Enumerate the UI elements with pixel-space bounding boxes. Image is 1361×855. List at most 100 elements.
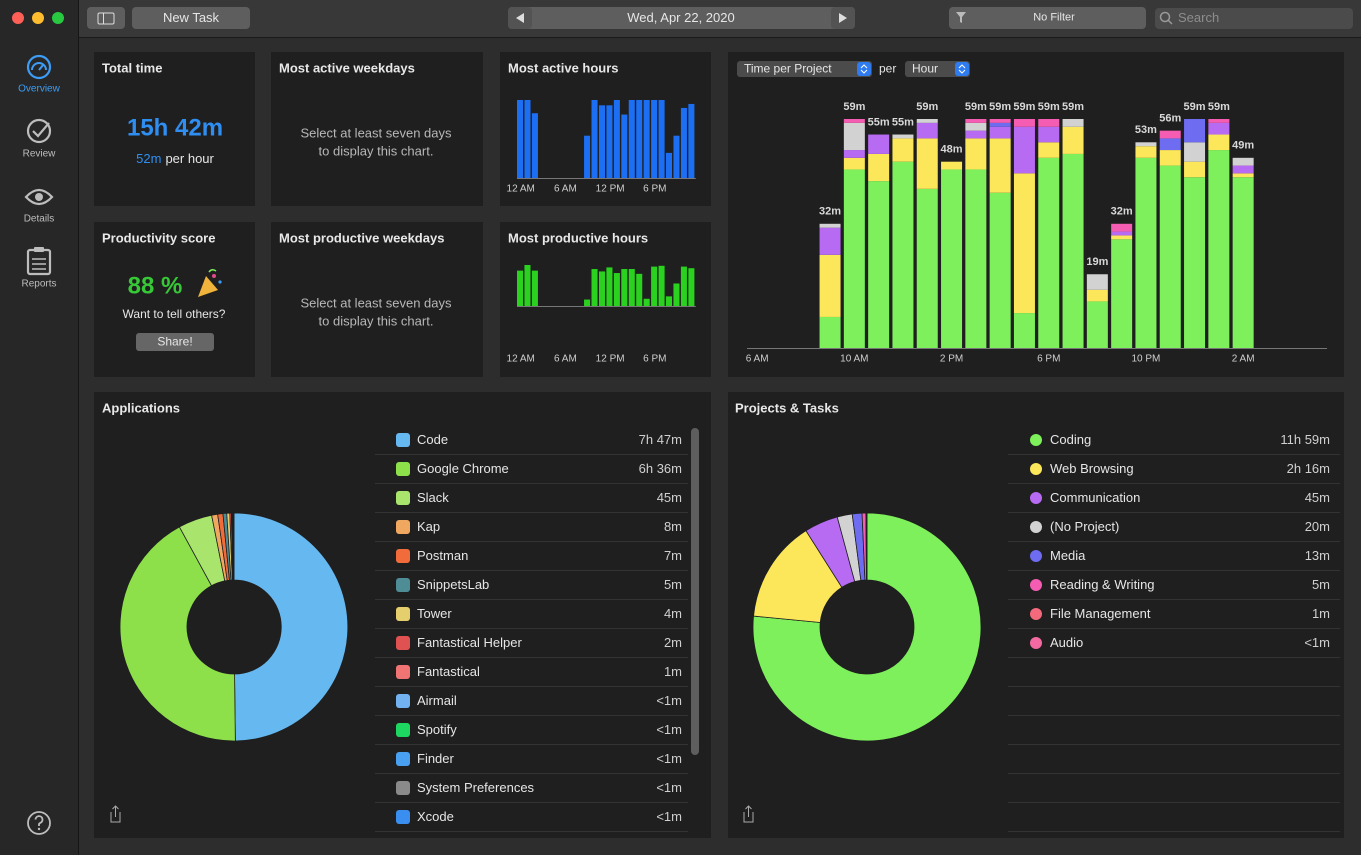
bar-segment <box>1208 150 1230 348</box>
nav-reports[interactable]: Reports <box>21 247 57 290</box>
row-value: 5m <box>664 577 682 592</box>
icon <box>212 274 216 278</box>
sidebar-toggle[interactable] <box>87 7 125 29</box>
bar <box>666 296 673 306</box>
share-prompt: Want to tell others? <box>123 307 226 321</box>
new-task-button[interactable]: New Task <box>132 7 250 29</box>
bar-segment <box>843 157 865 170</box>
help-button[interactable] <box>27 811 51 835</box>
bar <box>643 298 650 306</box>
bar <box>591 100 598 178</box>
icon <box>24 188 54 206</box>
x-tick-label: 6 PM <box>1037 354 1060 365</box>
bar-segment <box>941 161 963 170</box>
bar-segment <box>892 161 914 348</box>
app-icon <box>396 607 410 621</box>
bar <box>591 269 598 306</box>
icon <box>37 827 41 831</box>
filter-button[interactable]: No Filter <box>949 7 1146 29</box>
icon <box>27 811 51 835</box>
app-icon <box>396 549 410 563</box>
icon <box>958 64 966 74</box>
bar <box>613 273 620 306</box>
bar-segment <box>843 119 865 123</box>
bar <box>688 103 695 178</box>
legend-dot <box>1030 579 1042 591</box>
value-label: 55m <box>868 116 890 128</box>
bar <box>666 152 673 178</box>
bar-segment <box>1135 142 1157 147</box>
row-value: 5m <box>1312 577 1330 592</box>
value-label: 55m <box>892 116 914 128</box>
app-icon <box>396 665 410 679</box>
donut-slice <box>752 512 982 742</box>
value-label: 19m <box>1086 256 1108 268</box>
nav-overview[interactable]: Overview <box>18 54 61 95</box>
bar-segment <box>1159 130 1181 139</box>
scrollbar[interactable] <box>691 428 699 755</box>
date-label[interactable]: Wed, Apr 22, 2020 <box>627 10 734 25</box>
row-name: Media <box>1050 548 1086 563</box>
popup-bg <box>737 61 872 77</box>
bar-segment <box>965 169 987 348</box>
bar-segment <box>1159 150 1181 166</box>
value-label: 56m <box>1159 113 1181 125</box>
bar-segment <box>1232 173 1254 178</box>
legend-dot <box>1030 550 1042 562</box>
bar <box>658 265 665 306</box>
bar-segment <box>819 316 841 348</box>
unit-selector[interactable]: Hour <box>905 61 970 77</box>
row-name: Fantastical Helper <box>417 635 522 650</box>
close-button[interactable] <box>12 12 24 24</box>
panel-title: Projects & Tasks <box>735 400 839 415</box>
bar <box>643 100 650 178</box>
arrow-right <box>839 13 847 23</box>
button-bg <box>136 333 214 351</box>
bar-segment <box>819 223 841 228</box>
minimize-button[interactable] <box>32 12 44 24</box>
row-name: SnippetsLab <box>417 577 489 592</box>
popup-arrows <box>955 62 969 76</box>
bar-segment <box>1038 157 1060 348</box>
bar-segment <box>916 122 938 139</box>
project-selector[interactable]: Time per Project <box>737 61 872 77</box>
x-tick-label: 6 PM <box>643 184 666 195</box>
app-icon <box>396 781 410 795</box>
share-button[interactable]: Share! <box>136 333 214 351</box>
export-button[interactable] <box>743 805 754 823</box>
row-name: Coding <box>1050 432 1091 447</box>
legend-dot <box>1030 492 1042 504</box>
row-value: 7h 47m <box>639 432 682 447</box>
app-icon <box>396 723 410 737</box>
bar <box>673 135 680 178</box>
bar <box>517 100 524 178</box>
bar <box>613 100 620 178</box>
bar-segment <box>1038 119 1060 127</box>
x-tick-label: 2 AM <box>1232 354 1255 365</box>
placeholder-message: to display this chart. <box>319 313 434 328</box>
zoom-button[interactable] <box>52 12 64 24</box>
panel <box>271 222 483 377</box>
date-control: Wed, Apr 22, 2020 <box>508 7 855 29</box>
icon <box>743 805 754 823</box>
row-value: 1m <box>664 664 682 679</box>
icon <box>35 193 43 201</box>
row-name: Postman <box>417 548 468 563</box>
x-tick-label: 2 PM <box>940 354 963 365</box>
row-value: <1m <box>656 780 682 795</box>
export-button[interactable] <box>110 805 121 823</box>
value-label: 48m <box>941 144 963 156</box>
nav-review[interactable]: Review <box>23 118 57 160</box>
row-value: 2m <box>664 635 682 650</box>
legend-dot <box>1030 608 1042 620</box>
bar-segment <box>965 138 987 170</box>
row-name: Code <box>417 432 448 447</box>
icon <box>198 276 218 297</box>
total-time-value: 15h 42m <box>127 114 223 141</box>
bar-segment <box>1232 177 1254 348</box>
bar <box>636 100 643 178</box>
search-field[interactable]: Search <box>1155 8 1353 29</box>
bar-segment <box>1208 134 1230 151</box>
nav-details[interactable]: Details <box>24 188 55 225</box>
bar-segment <box>1086 289 1108 302</box>
